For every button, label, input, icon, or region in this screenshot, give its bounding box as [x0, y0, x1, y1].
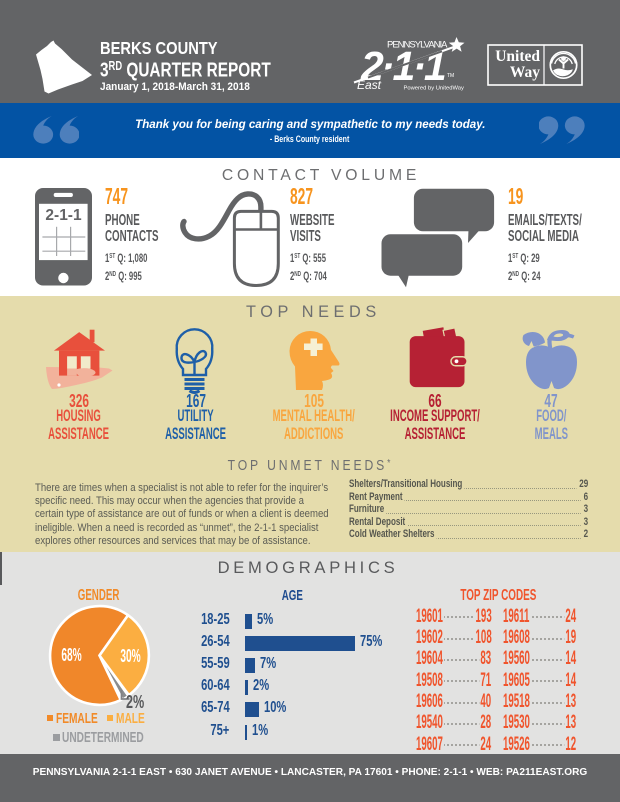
svg-text:2·1·1: 2·1·1	[360, 43, 445, 89]
svg-text:Powered by UnitedWay: Powered by UnitedWay	[404, 86, 464, 92]
svg-text:2-1-1: 2-1-1	[45, 207, 82, 224]
svg-text:East: East	[357, 78, 382, 92]
svg-text:Way: Way	[510, 64, 540, 81]
svg-text:PENNSYLVANIA: PENNSYLVANIA	[387, 39, 448, 50]
svg-text:TM: TM	[447, 73, 454, 79]
svg-text:United: United	[495, 48, 540, 65]
